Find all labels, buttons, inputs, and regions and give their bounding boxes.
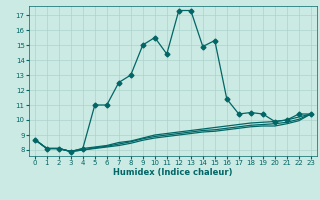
X-axis label: Humidex (Indice chaleur): Humidex (Indice chaleur) bbox=[113, 168, 233, 177]
